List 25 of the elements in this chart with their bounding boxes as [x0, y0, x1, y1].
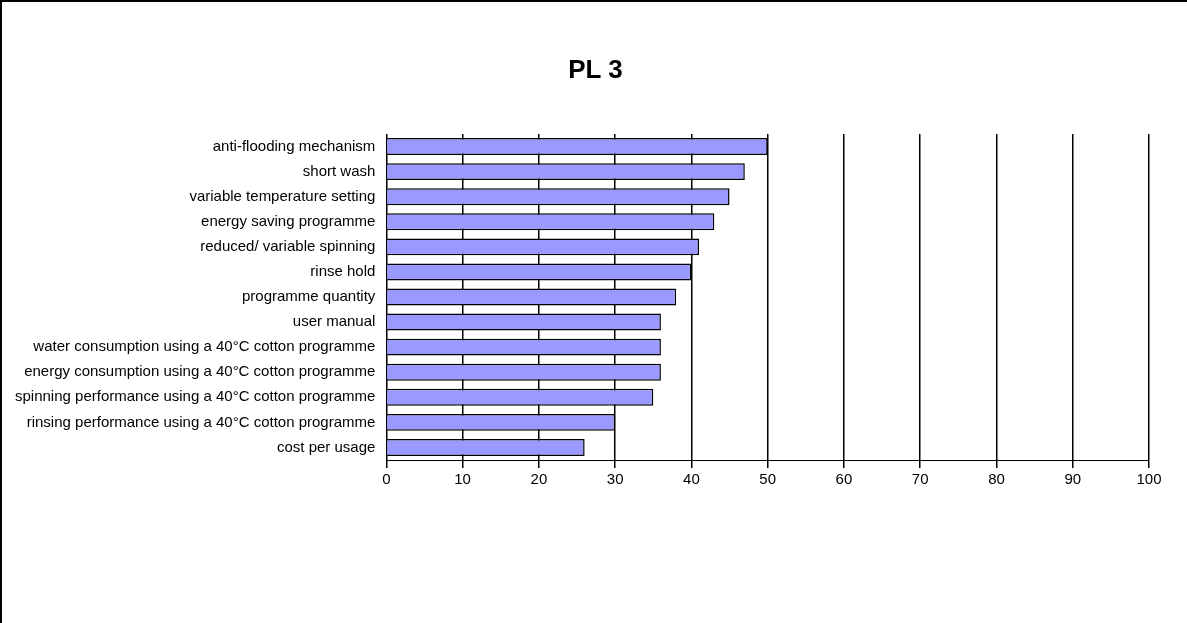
x-tick-label: 100 — [1136, 470, 1162, 488]
y-tick-label: anti-flooding mechanism — [212, 136, 376, 154]
y-tick-label: spinning performance using a 40°C cotton programme — [15, 387, 376, 405]
x-tick-label: 40 — [683, 470, 700, 488]
x-tick-label: 50 — [759, 470, 777, 488]
chart-title: PL 3 — [567, 54, 624, 85]
y-tick-label: rinse hold — [310, 262, 376, 280]
x-tick-label: 20 — [530, 470, 548, 488]
x-tick-label: 30 — [606, 470, 624, 488]
x-tick-label: 10 — [454, 470, 471, 488]
y-tick-label: energy saving programme — [201, 211, 376, 229]
y-tick-label: rinsing performance using a 40°C cotton programme — [26, 412, 376, 430]
y-tick-label: programme quantity — [241, 287, 376, 305]
x-tick-label: 70 — [911, 470, 929, 488]
y-tick-label: variable temperature setting — [189, 186, 376, 204]
x-tick-label: 60 — [835, 470, 853, 488]
y-tick-label: cost per usage — [276, 437, 376, 455]
y-tick-label: short wash — [302, 161, 376, 179]
x-tick-label: 0 — [382, 470, 391, 488]
y-tick-label: reduced/ variable spinning — [200, 236, 376, 254]
x-tick-label: 80 — [988, 470, 1005, 488]
y-tick-label: energy consumption using a 40°C cotton programme — [24, 362, 376, 380]
y-tick-label: water consumption using a 40°C cotton programme — [32, 337, 376, 355]
y-tick-label: user manual — [292, 312, 376, 330]
x-tick-label: 90 — [1064, 470, 1082, 488]
